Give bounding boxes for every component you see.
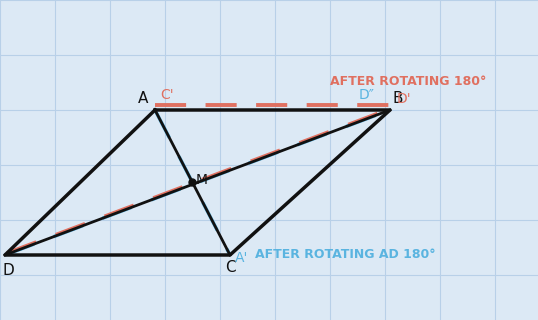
Text: B: B (393, 91, 404, 106)
Text: C': C' (160, 88, 174, 102)
Text: AFTER ROTATING 180°: AFTER ROTATING 180° (330, 75, 486, 88)
Text: D: D (3, 263, 15, 278)
Text: M: M (196, 173, 208, 187)
Text: D″: D″ (359, 88, 375, 102)
Text: C: C (225, 260, 235, 275)
Text: A: A (138, 91, 148, 106)
Text: AFTER ROTATING AD 180°: AFTER ROTATING AD 180° (255, 248, 436, 261)
Text: D': D' (397, 92, 412, 106)
Text: A': A' (235, 251, 249, 265)
